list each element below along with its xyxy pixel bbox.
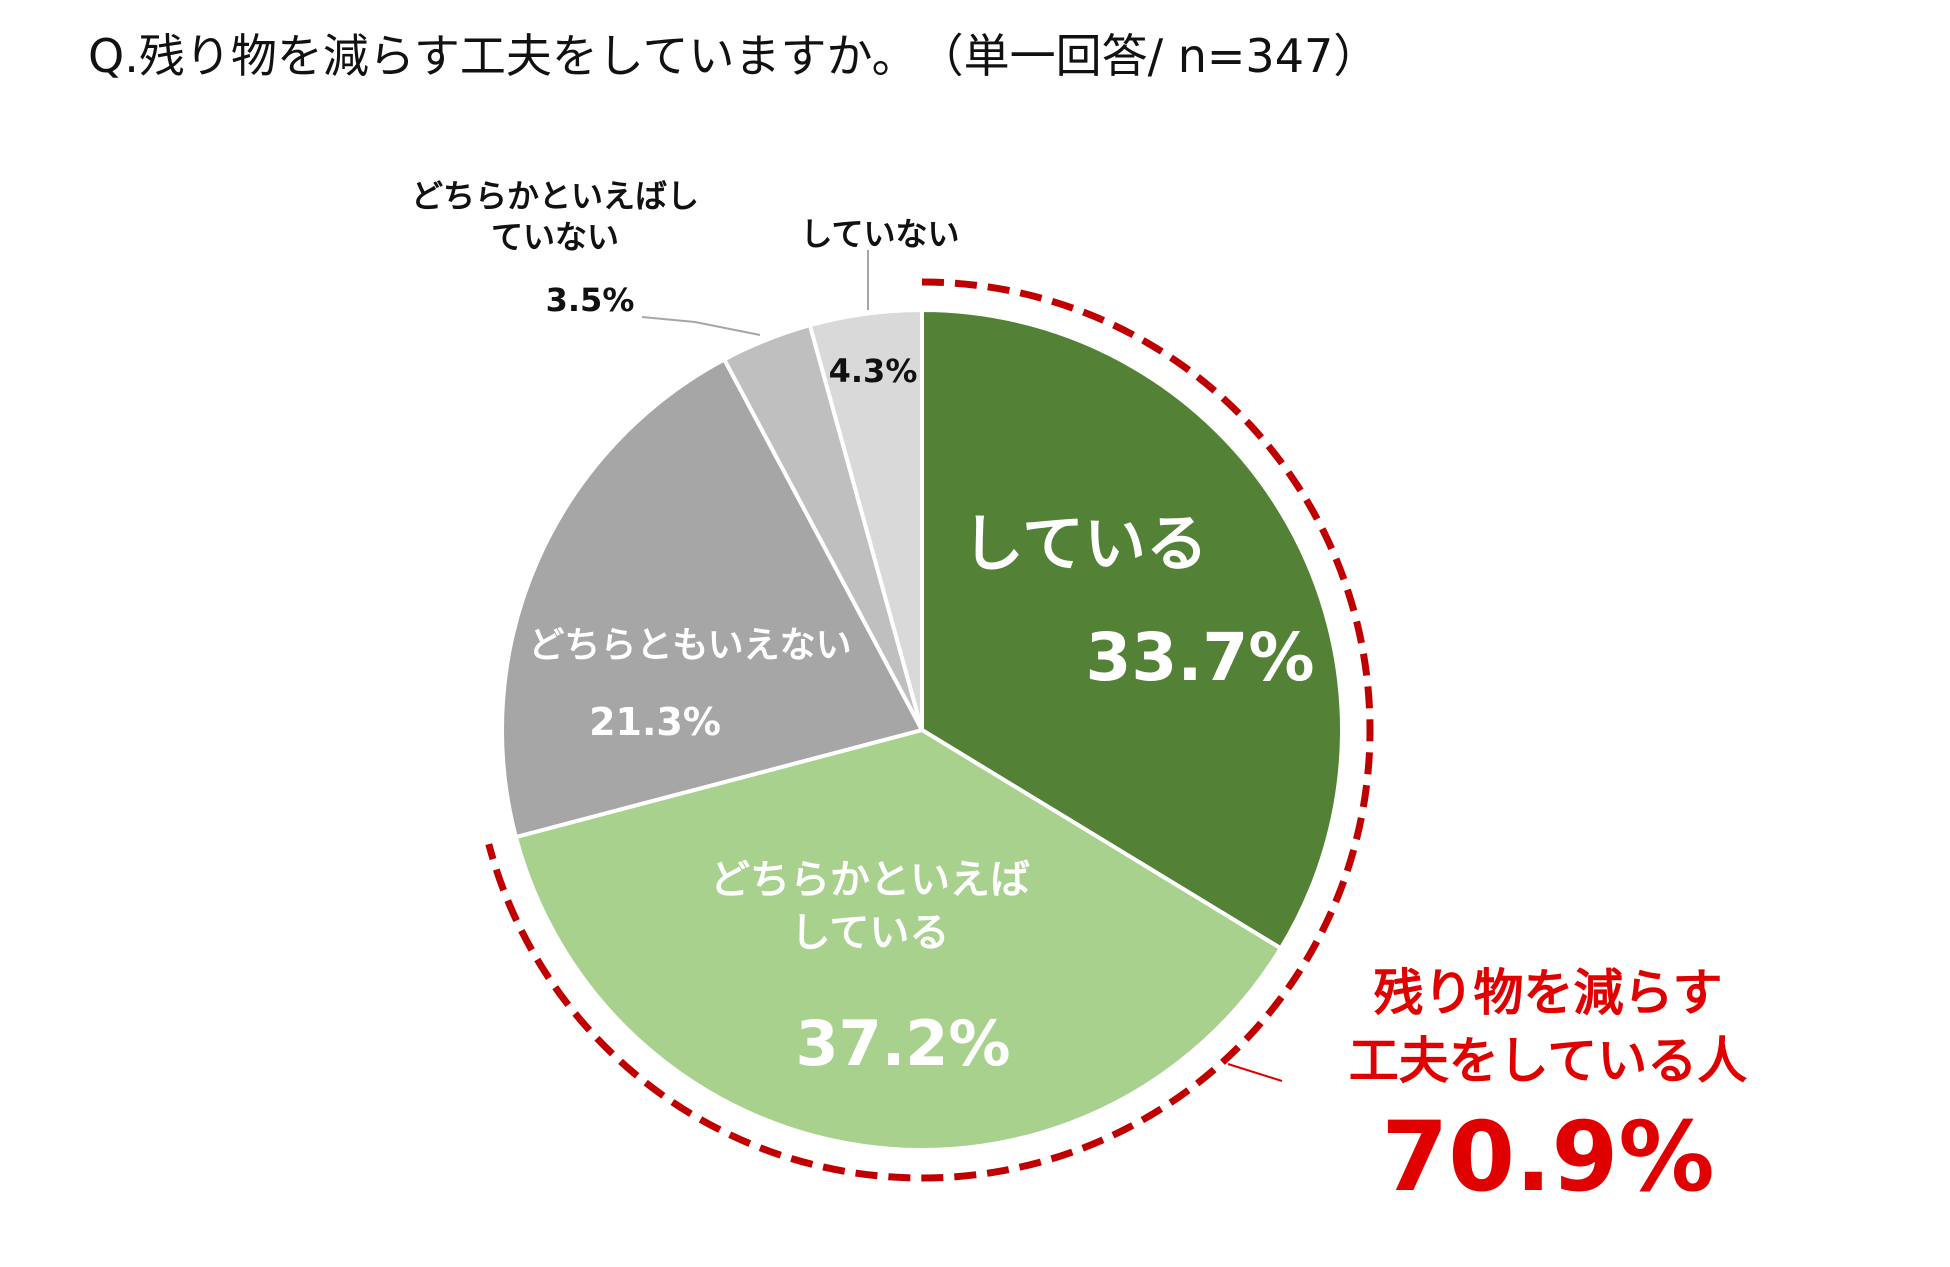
leader-line-3.5 xyxy=(641,316,761,336)
pie-slice-1 xyxy=(513,727,1284,1152)
leader-lines xyxy=(641,250,869,336)
highlight-arc xyxy=(485,278,1374,1182)
pie-slice-0 xyxy=(920,307,1344,952)
slice-label-3-line-0: どちらかといえばし xyxy=(411,177,699,215)
callout-leader-line xyxy=(1227,1063,1283,1082)
pie-slices xyxy=(500,307,1344,1152)
slice-label-0-line-0: している xyxy=(962,507,1208,580)
pie-slice-2 xyxy=(500,356,925,840)
slice-label-3-line-1: ていない xyxy=(491,218,619,256)
pie-slice-4 xyxy=(807,307,924,731)
slice-value-2: 21.3% xyxy=(589,700,721,744)
slice-label-2-line-0: どちらともいえない xyxy=(528,625,851,666)
slice-label-1-line-1: している xyxy=(791,910,950,956)
callout-line-0: 残り物を減らす xyxy=(1374,964,1723,1022)
slice-label-4-line-0: していない xyxy=(800,215,959,253)
slice-value-0: 33.7% xyxy=(1086,619,1315,696)
callout-line-1: 工夫をしている人 xyxy=(1349,1032,1748,1090)
slice-value-3: 3.5% xyxy=(546,281,635,319)
chart-title: Q.残り物を減らす工夫をしていますか。 （単一回答/ n=347） xyxy=(88,29,1379,83)
slice-label-1-line-0: どちらかといえば xyxy=(710,857,1030,903)
slice-value-1: 37.2% xyxy=(795,1007,1010,1080)
callout-value: 70.9% xyxy=(1381,1101,1714,1213)
slice-value-4: 4.3% xyxy=(829,352,918,390)
slice-labels: している33.7%どちらかといえばしている37.2%どちらともいえない21.3%… xyxy=(411,177,1315,1080)
